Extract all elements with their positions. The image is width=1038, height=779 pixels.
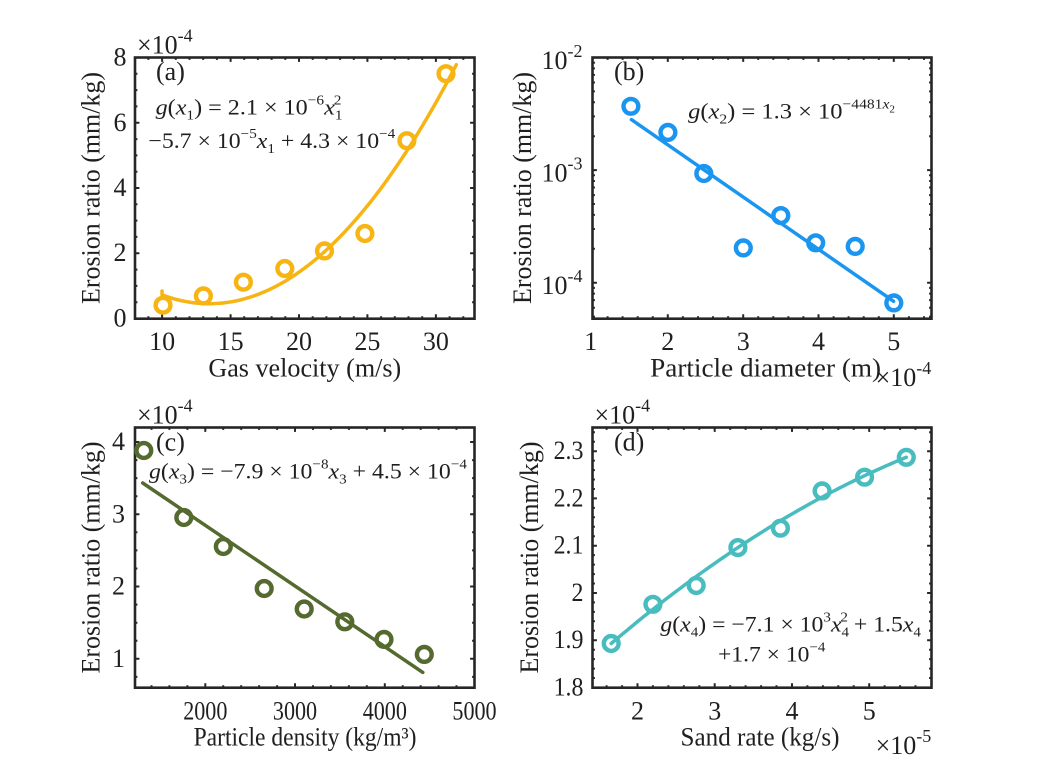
svg-text:1: 1 [584, 327, 597, 356]
svg-text:(d): (d) [614, 428, 644, 457]
svg-text:Sand rate (kg/s): Sand rate (kg/s) [681, 722, 840, 752]
svg-text:1.8: 1.8 [554, 674, 584, 702]
svg-text:4000: 4000 [363, 698, 407, 726]
svg-text:4: 4 [114, 173, 127, 202]
svg-text:2: 2 [661, 327, 674, 356]
svg-text:6: 6 [114, 108, 127, 137]
svg-text:Gas velocity (m/s): Gas velocity (m/s) [208, 354, 401, 383]
svg-text:(c): (c) [156, 428, 185, 457]
svg-text:1.9: 1.9 [554, 626, 584, 654]
svg-text:2: 2 [631, 697, 644, 726]
svg-text:8: 8 [114, 43, 127, 72]
svg-text:g(x3) = −7.9 × 10−8x3 + 4.5 ×: g(x3) = −7.9 × 10−8x3 + 4.5 × 10−4 [149, 457, 468, 487]
svg-text:4: 4 [812, 327, 825, 356]
svg-text:2.3: 2.3 [554, 437, 584, 465]
svg-text:4: 4 [786, 697, 799, 726]
svg-text:Particle density (kg/m³): Particle density (kg/m³) [194, 723, 417, 751]
svg-text:10-2: 10-2 [542, 41, 583, 75]
svg-text:×10-4: ×10-4 [595, 396, 651, 430]
svg-text:Erosion ratio (mm/kg): Erosion ratio (mm/kg) [76, 442, 105, 674]
svg-text:5000: 5000 [452, 698, 496, 726]
svg-text:10-4: 10-4 [542, 266, 583, 300]
svg-text:0: 0 [114, 304, 127, 333]
svg-text:g(x1) = 2.1 × 10−6x12: g(x1) = 2.1 × 10−6x12 [156, 93, 343, 123]
svg-text:20: 20 [286, 327, 312, 356]
svg-text:g(x4) = −7.1 × 103x42 + 1.5x4: g(x4) = −7.1 × 103x42 + 1.5x4 [660, 610, 921, 640]
svg-text:2: 2 [112, 572, 125, 601]
svg-text:Erosion ratio (mm/kg): Erosion ratio (mm/kg) [515, 442, 544, 674]
svg-text:Particle diameter (m): Particle diameter (m) [650, 353, 881, 382]
svg-text:2.1: 2.1 [554, 532, 584, 560]
svg-text:3: 3 [737, 327, 750, 356]
svg-text:10-3: 10-3 [542, 154, 583, 188]
svg-text:2: 2 [114, 238, 127, 267]
svg-text:×10-4: ×10-4 [137, 26, 193, 60]
svg-text:(a): (a) [156, 57, 185, 86]
svg-text:Erosion ratio (mm/kg): Erosion ratio (mm/kg) [76, 72, 105, 304]
svg-text:2.2: 2.2 [554, 485, 584, 513]
svg-text:×10-4: ×10-4 [137, 396, 193, 430]
svg-text:×10-4: ×10-4 [876, 358, 932, 392]
svg-text:4: 4 [112, 427, 125, 456]
svg-text:−5.7 × 10−5x1 + 4.3 × 10−4: −5.7 × 10−5x1 + 4.3 × 10−4 [148, 126, 396, 156]
svg-text:(b): (b) [614, 57, 644, 86]
svg-text:25: 25 [354, 327, 380, 356]
svg-text:+1.7 × 10−4: +1.7 × 10−4 [718, 640, 826, 666]
svg-text:30: 30 [423, 327, 449, 356]
svg-text:Erosion ratio (mm/kg): Erosion ratio (mm/kg) [508, 72, 537, 304]
svg-text:15: 15 [218, 327, 244, 356]
svg-text:2000: 2000 [183, 698, 227, 726]
svg-text:1: 1 [112, 644, 125, 673]
svg-text:5: 5 [887, 327, 900, 356]
svg-text:g(x2) = 1.3 × 10−4481x2: g(x2) = 1.3 × 10−4481x2 [688, 97, 895, 127]
svg-text:3: 3 [112, 499, 125, 528]
svg-text:3000: 3000 [273, 698, 317, 726]
svg-text:10: 10 [149, 327, 175, 356]
svg-text:2: 2 [572, 579, 584, 607]
svg-text:×10-5: ×10-5 [876, 726, 932, 760]
svg-text:5: 5 [863, 697, 876, 726]
svg-text:3: 3 [708, 697, 721, 726]
